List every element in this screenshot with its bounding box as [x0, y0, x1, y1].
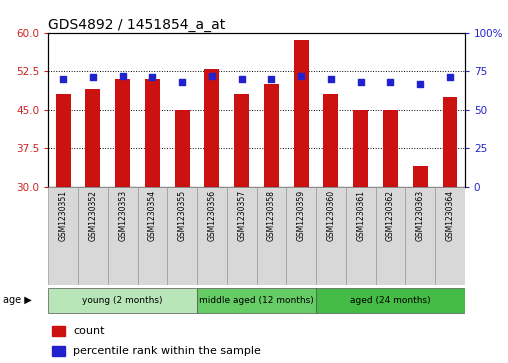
Text: count: count: [73, 326, 105, 336]
Point: [208, 73, 216, 79]
Point: [446, 74, 454, 80]
Bar: [264, 84, 279, 187]
Text: GSM1230359: GSM1230359: [297, 190, 306, 241]
Bar: [353, 110, 368, 187]
Text: GSM1230362: GSM1230362: [386, 190, 395, 241]
Bar: [294, 40, 308, 187]
FancyBboxPatch shape: [227, 187, 257, 285]
FancyBboxPatch shape: [435, 187, 465, 285]
Text: GDS4892 / 1451854_a_at: GDS4892 / 1451854_a_at: [48, 18, 226, 32]
Point: [387, 79, 395, 85]
Point: [148, 74, 156, 80]
FancyBboxPatch shape: [167, 187, 197, 285]
FancyBboxPatch shape: [316, 187, 346, 285]
Point: [416, 81, 424, 86]
Point: [327, 76, 335, 82]
Text: GSM1230352: GSM1230352: [88, 190, 98, 241]
Bar: [383, 110, 398, 187]
Text: GSM1230357: GSM1230357: [237, 190, 246, 241]
Bar: [412, 166, 428, 187]
Text: GSM1230355: GSM1230355: [178, 190, 186, 241]
FancyBboxPatch shape: [257, 187, 287, 285]
Bar: [175, 110, 189, 187]
FancyBboxPatch shape: [287, 187, 316, 285]
FancyBboxPatch shape: [78, 187, 108, 285]
FancyBboxPatch shape: [346, 187, 375, 285]
Point: [89, 74, 97, 80]
FancyBboxPatch shape: [138, 187, 167, 285]
FancyBboxPatch shape: [197, 187, 227, 285]
Text: middle aged (12 months): middle aged (12 months): [199, 296, 314, 305]
Bar: [85, 89, 100, 187]
Text: GSM1230356: GSM1230356: [207, 190, 216, 241]
FancyBboxPatch shape: [108, 187, 138, 285]
FancyBboxPatch shape: [197, 288, 316, 313]
Text: GSM1230351: GSM1230351: [58, 190, 68, 241]
Point: [118, 73, 126, 79]
Bar: [115, 79, 130, 187]
FancyBboxPatch shape: [48, 187, 78, 285]
FancyBboxPatch shape: [405, 187, 435, 285]
Bar: [52, 326, 65, 337]
FancyBboxPatch shape: [316, 288, 465, 313]
Point: [59, 76, 67, 82]
Bar: [442, 97, 457, 187]
Text: GSM1230354: GSM1230354: [148, 190, 157, 241]
Point: [267, 76, 275, 82]
Bar: [204, 69, 219, 187]
Text: young (2 months): young (2 months): [82, 296, 163, 305]
Bar: [324, 94, 338, 187]
Text: percentile rank within the sample: percentile rank within the sample: [73, 346, 261, 356]
Text: aged (24 months): aged (24 months): [350, 296, 431, 305]
Bar: [234, 94, 249, 187]
Point: [178, 79, 186, 85]
Text: GSM1230360: GSM1230360: [327, 190, 335, 241]
Text: GSM1230353: GSM1230353: [118, 190, 127, 241]
FancyBboxPatch shape: [48, 288, 197, 313]
Text: GSM1230358: GSM1230358: [267, 190, 276, 241]
Point: [297, 73, 305, 79]
Point: [238, 76, 246, 82]
Text: GSM1230361: GSM1230361: [356, 190, 365, 241]
Text: GSM1230364: GSM1230364: [446, 190, 455, 241]
Bar: [52, 346, 65, 356]
Text: age ▶: age ▶: [3, 295, 31, 305]
Bar: [56, 94, 71, 187]
Text: GSM1230363: GSM1230363: [416, 190, 425, 241]
FancyBboxPatch shape: [375, 187, 405, 285]
Point: [357, 79, 365, 85]
Bar: [145, 79, 160, 187]
